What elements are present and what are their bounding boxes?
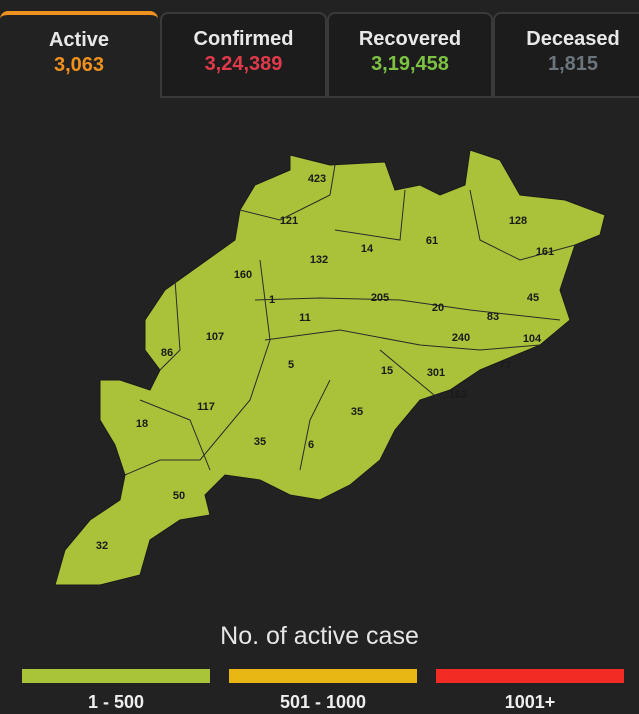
legend-bar-low: [22, 669, 210, 683]
district-value-label: 32: [96, 540, 108, 552]
tab-recovered[interactable]: Recovered 3,19,458: [327, 12, 493, 98]
district-value-label: 121: [280, 215, 298, 227]
district-value-label: 163: [449, 389, 467, 401]
tab-label: Recovered: [358, 28, 462, 50]
tab-confirmed[interactable]: Confirmed 3,24,389: [160, 12, 327, 98]
district-value-label: 18: [136, 418, 148, 430]
district-value-label: 5: [288, 359, 294, 371]
district-value-label: 83: [487, 311, 499, 323]
stat-tabs: Active 3,063 Confirmed 3,24,389 Recovere…: [0, 10, 639, 98]
district-value-label: 1: [269, 294, 275, 306]
tab-value: 3,063: [53, 54, 105, 76]
district-value-label: 132: [310, 254, 328, 266]
district-value-label: 86: [161, 347, 173, 359]
tab-value: 3,19,458: [371, 53, 449, 75]
district-value-label: 205: [371, 292, 389, 304]
district-value-label: 128: [509, 215, 527, 227]
tab-value: 3,24,389: [204, 53, 283, 75]
state-outline: [54, 149, 606, 586]
district-value-label: 61: [426, 235, 438, 247]
tab-active[interactable]: Active 3,063: [0, 11, 158, 97]
district-value-label: 77: [499, 360, 511, 372]
district-borders: [124, 164, 576, 476]
district-value-label: 15: [381, 365, 393, 377]
district-value-label: 160: [234, 269, 252, 281]
district-value-label: 14: [361, 243, 374, 255]
tab-label: Active: [48, 29, 110, 51]
district-value-label: 240: [452, 332, 470, 344]
district-value-label: 11: [299, 312, 311, 324]
legend-bar-high: [436, 669, 624, 683]
district-value-label: 104: [523, 333, 542, 345]
district-value-label: 35: [351, 406, 363, 418]
district-value-label: 35: [254, 436, 266, 448]
district-value-label: 117: [197, 401, 215, 413]
tab-deceased[interactable]: Deceased 1,815: [493, 12, 639, 98]
district-value-label: 301: [427, 367, 445, 379]
district-value-label: 423: [308, 173, 326, 185]
district-value-label: 50: [173, 490, 185, 502]
district-value-label: 107: [206, 331, 224, 343]
legend-bar-mid: [229, 669, 417, 683]
district-value-label: 6: [308, 439, 314, 451]
legend-range-low: 1 - 500: [87, 692, 145, 712]
district-value-label: 161: [536, 246, 554, 258]
tab-label: Deceased: [526, 28, 620, 50]
legend-title: No. of active case: [220, 622, 419, 650]
tab-label: Confirmed: [193, 28, 294, 50]
tab-value: 1,815: [547, 53, 599, 75]
legend-range-high: 1001+: [504, 692, 556, 712]
district-value-label: 45: [527, 292, 539, 304]
legend-range-mid: 501 - 1000: [279, 692, 367, 712]
district-value-label: 20: [432, 302, 444, 314]
